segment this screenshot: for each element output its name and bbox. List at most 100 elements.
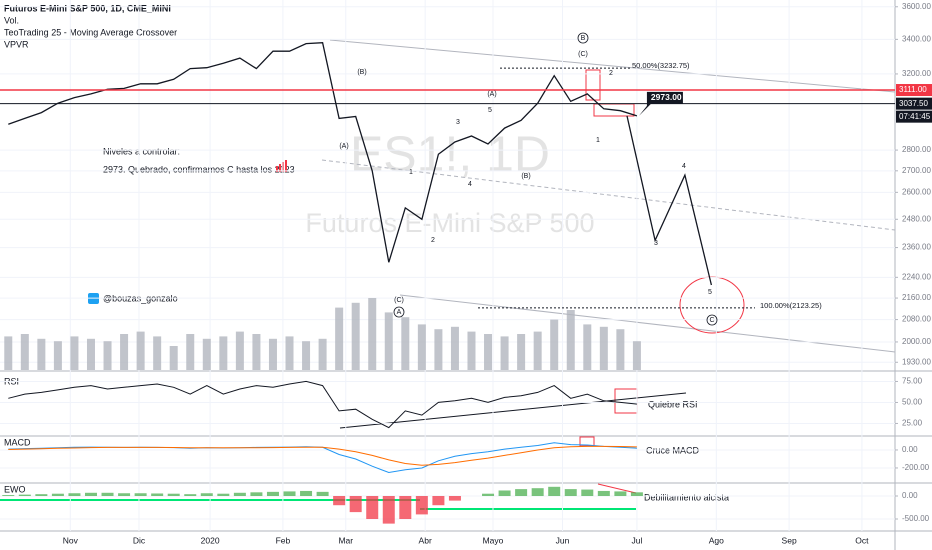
ewo-bar xyxy=(482,493,495,497)
wave-label: 3 xyxy=(456,119,460,126)
y-tick-label: 0.00 xyxy=(902,491,918,500)
volume-bar xyxy=(37,338,46,370)
indicator-label: Vol. xyxy=(4,15,19,25)
volume-bar xyxy=(566,310,575,370)
wave-circle xyxy=(577,32,589,44)
x-tick-label: Feb xyxy=(276,535,291,545)
wave-label: 4 xyxy=(468,181,472,188)
y-tick-label: 2240.00 xyxy=(902,272,931,281)
y-tick-label: 0.00 xyxy=(902,445,918,454)
rsi-trendline xyxy=(339,392,687,429)
volume-bar xyxy=(219,336,228,370)
volume-bar xyxy=(86,338,95,370)
x-tick-label: Jun xyxy=(556,535,570,545)
y-tick-label: 1930.00 xyxy=(902,357,931,366)
macd-line xyxy=(8,445,637,466)
ewo-bar xyxy=(283,491,296,497)
ewo-bar xyxy=(84,492,97,497)
volume-bar xyxy=(401,317,410,370)
last-price-pointer xyxy=(638,91,683,116)
volume-bar xyxy=(153,336,162,370)
volume-bar xyxy=(136,331,145,370)
wave-label: B xyxy=(581,35,586,42)
ewo-bar xyxy=(366,496,379,520)
ewo-bar xyxy=(266,491,279,497)
y-tick-label: 3400.00 xyxy=(902,34,931,43)
wave-label: A xyxy=(397,309,402,316)
x-tick-label: 2020 xyxy=(201,535,220,545)
volume-bar xyxy=(434,329,443,370)
ewo-bar xyxy=(349,496,362,513)
volume-bar xyxy=(70,336,79,370)
volume-bar xyxy=(599,326,608,370)
volume-bar xyxy=(550,319,559,370)
volume-bar xyxy=(318,338,327,370)
volume-bar xyxy=(202,338,211,370)
note: 2973. Quebrado, confirmamos C hasta los … xyxy=(103,164,295,174)
volume-bar xyxy=(467,331,476,370)
x-tick-label: Dic xyxy=(133,535,146,545)
countdown-tag xyxy=(896,110,932,123)
wave-label: 2 xyxy=(431,237,435,244)
y-tick-label: 25.00 xyxy=(902,419,923,428)
pane-note: Quiebre RSI xyxy=(648,399,698,409)
y-tick-label: 50.00 xyxy=(902,398,923,407)
wave-label: 3 xyxy=(654,240,658,247)
price-line xyxy=(8,42,638,263)
rsi-line xyxy=(8,380,637,429)
x-tick-label: Nov xyxy=(63,535,79,545)
ewo-bar xyxy=(432,496,445,506)
volume-bar xyxy=(484,334,493,370)
ewo-bar xyxy=(233,492,246,497)
ewo-bar xyxy=(101,492,114,497)
ewo-bar xyxy=(2,495,15,497)
ewo-bar xyxy=(382,496,395,524)
y-tick-label: 3200.00 xyxy=(902,69,931,78)
volume-bar xyxy=(252,334,261,370)
ewo-bar xyxy=(300,490,313,497)
ewo-bar xyxy=(448,496,461,501)
y-tick-label: 3600.00 xyxy=(902,2,931,11)
pane-note: Debilitamiento alcista xyxy=(644,492,729,502)
pane-label: EWO xyxy=(4,484,26,494)
ewo-bar xyxy=(415,496,428,515)
price-line xyxy=(626,115,713,286)
volume-bar xyxy=(517,334,526,370)
ewo-bar xyxy=(18,494,31,497)
countdown: 07:41:45 xyxy=(899,112,931,121)
volume-bar xyxy=(533,331,542,370)
volume-bar xyxy=(417,324,426,370)
volume-bar xyxy=(583,324,592,370)
highlight-box xyxy=(585,69,601,101)
volume-bar xyxy=(368,298,377,370)
ewo-bar xyxy=(184,494,197,497)
price-tag-label: 3037.50 xyxy=(899,99,928,108)
ewo-bar xyxy=(630,492,643,497)
volume-bar xyxy=(235,331,244,370)
volume-bar xyxy=(120,334,129,370)
volume-bar xyxy=(632,341,641,370)
y-tick-label: 2360.00 xyxy=(902,243,931,252)
volume-bar xyxy=(335,307,344,370)
volume-bar xyxy=(186,334,195,370)
y-tick-label: 2800.00 xyxy=(902,145,931,154)
channel-mid xyxy=(321,159,896,231)
note: Niveles a controlar: xyxy=(103,146,180,156)
volume-bar xyxy=(351,302,360,370)
channel-line xyxy=(399,294,896,353)
y-tick-label: 2480.00 xyxy=(902,214,931,223)
pane-label: MACD xyxy=(4,437,31,447)
x-tick-label: Abr xyxy=(419,535,432,545)
wave-label: 4 xyxy=(682,163,686,170)
ewo-bar xyxy=(548,486,561,497)
x-tick-label: Mar xyxy=(338,535,353,545)
ewo-bar xyxy=(217,493,230,497)
ewo-bar xyxy=(614,491,627,497)
ewo-bar xyxy=(250,492,263,497)
y-tick-label: -500.00 xyxy=(902,514,930,523)
x-tick-label: Jul xyxy=(631,535,642,545)
ewo-bar xyxy=(35,494,48,497)
volume-bar xyxy=(450,326,459,370)
